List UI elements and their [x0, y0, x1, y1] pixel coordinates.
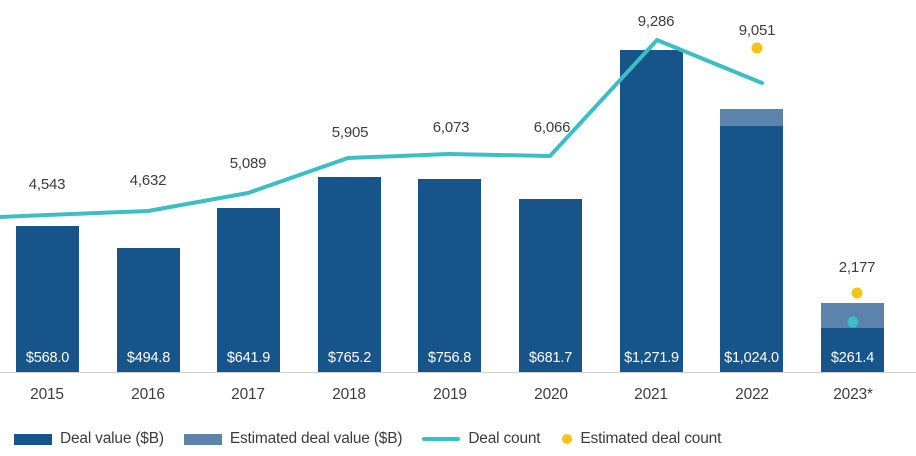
x-axis-tick-2023: 2023* — [833, 386, 873, 403]
bar-segment-deal-value — [620, 50, 683, 372]
legend-line-swatch-icon — [422, 437, 461, 441]
legend-bar-swatch-icon — [183, 433, 222, 445]
deal-count-label: 4,543 — [28, 176, 66, 193]
bar-segment-deal-value — [720, 126, 783, 372]
deal-count-line — [0, 38, 764, 219]
deal-count-label: 2,177 — [838, 259, 876, 276]
deal-count-label: 6,066 — [533, 119, 571, 136]
x-axis-tick-2017: 2017 — [231, 386, 265, 403]
bar-group[interactable]: $1,271.9 — [620, 50, 683, 372]
legend-item[interactable]: Estimated deal count — [560, 430, 721, 448]
bar-value-label: $568.0 — [25, 350, 70, 366]
bar-segment-deal-value — [217, 208, 280, 372]
bar-group[interactable]: $1,024.0 — [720, 109, 783, 372]
legend-item[interactable]: Estimated deal value ($B) — [183, 430, 403, 448]
x-axis-line — [0, 372, 916, 373]
bar-segment-deal-value — [318, 177, 381, 372]
bar-group[interactable]: $756.8 — [418, 179, 481, 372]
x-axis-labels: 2015 2016 2017 2018 2019 2020 2021 2022 2023* — [0, 386, 916, 412]
legend-label: Deal count — [468, 430, 541, 447]
legend-bar-swatch-icon — [14, 433, 52, 445]
deal-count-label: 5,905 — [331, 124, 369, 141]
deal-count-label: 9,286 — [637, 13, 675, 30]
x-axis-tick-2021: 2021 — [634, 386, 668, 403]
bar-group[interactable]: $494.8 — [117, 248, 180, 372]
estimated-count-2022-dot — [751, 42, 763, 54]
chart-legend: Deal value ($B) Estimated deal value ($B)… — [14, 428, 741, 450]
bar-segment-deal-value — [117, 248, 180, 372]
bar-segment-deal-value — [16, 226, 79, 372]
deal-count-line-layer — [0, 38, 863, 328]
dot-markers-layer — [751, 42, 863, 328]
x-axis-tick-2016: 2016 — [131, 386, 165, 403]
x-axis-tick-2022: 2022 — [735, 386, 769, 403]
bar-value-label: $1,024.0 — [724, 350, 779, 366]
estimated-count-2023-dot — [851, 287, 863, 299]
bar-value-label: $765.2 — [327, 350, 372, 366]
bar-segment-estimated-value — [720, 109, 783, 126]
deal-count-label: 4,632 — [129, 172, 167, 189]
bar-group[interactable]: $681.7 — [519, 199, 582, 372]
bar-value-label: $756.8 — [427, 350, 472, 366]
legend-label: Deal value ($B) — [60, 430, 164, 447]
bar-segment-deal-value — [821, 328, 884, 372]
bar-segment-deal-value — [519, 199, 582, 372]
bar-segment-deal-value — [418, 179, 481, 372]
deal-count-label: 5,089 — [229, 155, 267, 172]
bar-group[interactable]: $641.9 — [217, 208, 280, 372]
legend-label: Estimated deal value ($B) — [229, 430, 403, 447]
bar-value-label: $261.4 — [830, 350, 875, 366]
bar-group[interactable]: $568.0 — [16, 226, 79, 372]
legend-label: Estimated deal count — [580, 430, 722, 447]
x-axis-tick-2018: 2018 — [332, 386, 366, 403]
x-axis-tick-2020: 2020 — [534, 386, 568, 403]
x-axis-tick-2015: 2015 — [30, 386, 64, 403]
legend-item[interactable]: Deal value ($B) — [14, 430, 164, 448]
deal-count-label: 9,051 — [738, 22, 776, 39]
deal-count-2023-dot — [847, 316, 859, 328]
x-axis-tick-2019: 2019 — [433, 386, 467, 403]
legend-item[interactable]: Deal count — [422, 430, 541, 448]
bar-value-label: $1,271.9 — [624, 350, 679, 366]
deal-count-label: 6,073 — [432, 119, 470, 136]
plot-area: $568.0 $494.8 $641.9 $765.2 $756.8 $681.7 $1,2… — [0, 13, 916, 373]
bar-group[interactable]: $765.2 — [318, 177, 381, 372]
legend-dot-swatch-icon — [562, 434, 573, 444]
bar-value-label: $641.9 — [226, 350, 271, 366]
bar-value-label: $494.8 — [126, 350, 171, 366]
bar-value-label: $681.7 — [528, 350, 573, 366]
